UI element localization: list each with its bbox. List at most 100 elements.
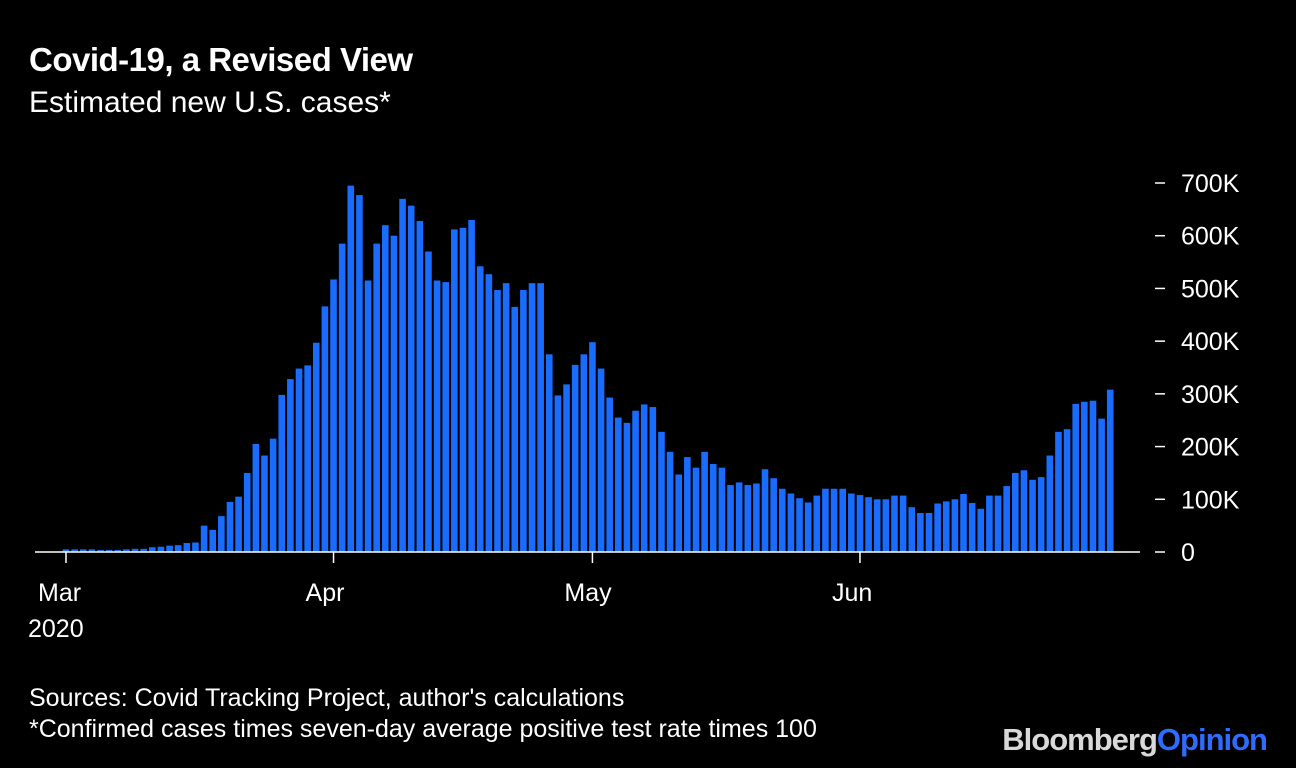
bar bbox=[1012, 472, 1019, 552]
x-tick-label: Jun bbox=[832, 579, 872, 607]
bar bbox=[804, 502, 812, 552]
y-axis: 0 100K 200K 300K 400K 500K 600K 700K bbox=[1155, 170, 1240, 567]
bar bbox=[545, 354, 553, 552]
chart-footnotes: Sources: Covid Tracking Project, author'… bbox=[29, 683, 817, 745]
bar bbox=[589, 342, 596, 552]
bar bbox=[511, 306, 519, 552]
bar bbox=[243, 472, 251, 552]
bar bbox=[675, 474, 683, 552]
bar bbox=[364, 280, 372, 552]
bar bbox=[183, 543, 191, 552]
bar bbox=[873, 499, 881, 552]
x-tick-label: Mar bbox=[38, 579, 81, 607]
bar bbox=[235, 496, 242, 552]
bar bbox=[226, 501, 234, 552]
bar bbox=[1089, 400, 1097, 552]
bar bbox=[701, 451, 708, 552]
bar bbox=[977, 508, 985, 552]
bar bbox=[796, 498, 803, 552]
bar bbox=[123, 549, 130, 552]
bar bbox=[200, 525, 208, 552]
bar bbox=[192, 542, 199, 552]
y-tick-label: 400K bbox=[1181, 328, 1240, 356]
bar bbox=[71, 549, 78, 552]
bar bbox=[476, 266, 484, 552]
bar bbox=[960, 494, 967, 552]
bar bbox=[934, 503, 941, 552]
bar bbox=[1098, 418, 1105, 552]
bar bbox=[554, 395, 562, 552]
bar bbox=[520, 290, 527, 552]
bar-chart: Mar 2020 Apr May Jun 0 100K 200K 300K 400K 500K 60… bbox=[28, 170, 1240, 643]
bar bbox=[269, 438, 277, 552]
bar bbox=[304, 365, 311, 552]
bar bbox=[459, 227, 467, 552]
x-tick-label: Apr bbox=[306, 579, 345, 607]
bar bbox=[718, 467, 726, 552]
bar bbox=[528, 283, 536, 552]
bar bbox=[149, 547, 156, 552]
bar bbox=[623, 422, 631, 552]
source-note: Sources: Covid Tracking Project, author'… bbox=[29, 684, 625, 712]
bar bbox=[390, 235, 398, 552]
bar bbox=[994, 495, 1002, 552]
bar bbox=[399, 198, 406, 552]
bar bbox=[658, 431, 665, 552]
bar bbox=[1020, 470, 1028, 552]
bar bbox=[839, 488, 846, 552]
bar bbox=[442, 282, 450, 552]
bar bbox=[813, 495, 821, 552]
y-tick-label: 600K bbox=[1181, 223, 1240, 251]
bar bbox=[252, 443, 260, 552]
bar bbox=[1055, 431, 1062, 552]
bar bbox=[1106, 389, 1114, 552]
bar bbox=[882, 499, 890, 552]
bar bbox=[1072, 403, 1080, 552]
method-note: *Confirmed cases times seven-day average… bbox=[29, 715, 817, 743]
bar bbox=[942, 501, 950, 552]
bar bbox=[1003, 486, 1010, 552]
bar bbox=[157, 546, 165, 552]
bar bbox=[485, 274, 493, 552]
y-tick-label: 0 bbox=[1181, 539, 1195, 567]
bar bbox=[407, 205, 415, 553]
bar bbox=[62, 549, 70, 552]
bar bbox=[986, 495, 993, 552]
bar bbox=[312, 342, 320, 552]
bar bbox=[295, 368, 303, 552]
bar bbox=[727, 485, 734, 552]
chart-subtitle: Estimated new U.S. cases* bbox=[29, 86, 391, 119]
y-tick-label: 100K bbox=[1181, 486, 1240, 514]
bar bbox=[580, 354, 588, 552]
bar bbox=[79, 549, 87, 552]
bar bbox=[692, 467, 700, 552]
bar bbox=[709, 463, 717, 552]
bar bbox=[1029, 479, 1036, 552]
brand-bloomberg: Bloomberg bbox=[1002, 722, 1158, 757]
bar bbox=[951, 499, 959, 552]
bar bbox=[761, 469, 769, 552]
bar bbox=[891, 495, 898, 552]
bar bbox=[563, 384, 570, 552]
bar bbox=[287, 379, 294, 552]
bar bbox=[338, 243, 346, 552]
bar bbox=[899, 495, 907, 552]
bar bbox=[597, 368, 605, 552]
chart-title: Covid-19, a Revised View bbox=[29, 41, 413, 78]
bar bbox=[174, 545, 182, 552]
bar bbox=[209, 529, 217, 552]
bar bbox=[606, 397, 613, 552]
bar bbox=[787, 493, 795, 552]
bar bbox=[684, 457, 691, 552]
y-tick-label: 200K bbox=[1181, 434, 1240, 462]
bar bbox=[166, 545, 173, 552]
bar bbox=[615, 417, 622, 552]
bar bbox=[356, 195, 363, 552]
bar bbox=[917, 512, 924, 552]
bar bbox=[1081, 401, 1088, 552]
bar bbox=[502, 283, 510, 552]
bar bbox=[744, 485, 752, 552]
bar bbox=[1046, 455, 1054, 552]
bar bbox=[735, 482, 743, 552]
bar bbox=[968, 502, 976, 552]
